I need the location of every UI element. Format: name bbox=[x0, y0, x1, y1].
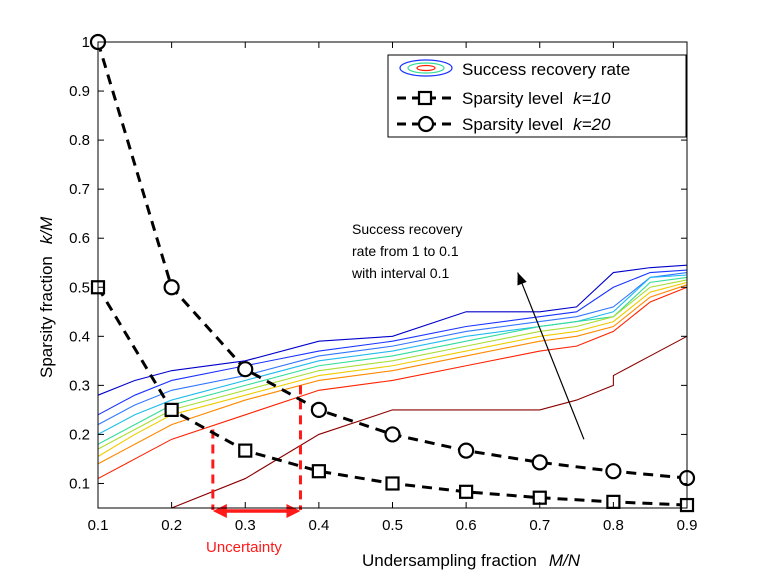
data-point-k20 bbox=[310, 401, 327, 418]
data-point-k10 bbox=[532, 490, 547, 505]
x-tick-label: 0.4 bbox=[308, 517, 329, 534]
y-tick-label: 0.4 bbox=[69, 328, 90, 345]
data-point-k20 bbox=[237, 361, 254, 378]
data-point-k10 bbox=[164, 402, 179, 417]
legend-contour-ring-mid bbox=[407, 62, 445, 74]
y-axis-label: Sparsity fraction k/M bbox=[37, 216, 56, 378]
axes: 0.1 0.2 0.3 0.4 0.5 0.6 0.7 0.8 0.9 0.1 0.2 0.3 0.4 0… bbox=[69, 34, 697, 534]
y-tick-label: 0.8 bbox=[69, 132, 90, 149]
y-tick-label: 0.9 bbox=[69, 83, 90, 100]
legend-contour-ring-inner bbox=[416, 64, 436, 72]
legend-entry-k20-var: k=20 bbox=[573, 115, 611, 134]
legend-entry-k10-var: k=10 bbox=[573, 89, 611, 108]
contour-line-0.4 bbox=[97, 274, 688, 435]
data-point-k20 bbox=[458, 442, 475, 459]
legend-marker-circle bbox=[417, 115, 435, 133]
x-axis-label-var: M/N bbox=[549, 551, 581, 570]
x-tick-label: 0.8 bbox=[603, 517, 624, 534]
uncertainty-label: Uncertainty bbox=[206, 539, 282, 556]
x-tick-label: 0.3 bbox=[235, 517, 256, 534]
data-point-k20 bbox=[163, 279, 180, 296]
annotation-arrow bbox=[517, 272, 585, 440]
legend-entry-k10-label: Sparsity level bbox=[462, 89, 563, 108]
data-point-k20 bbox=[605, 463, 622, 480]
y-tick-label: 0.5 bbox=[69, 279, 90, 296]
legend-entry-k20: Sparsity level k=20 bbox=[462, 115, 611, 134]
x-axis-label-text: Undersampling fraction bbox=[362, 551, 537, 570]
legend: Success recovery rate Sparsity level k=10… bbox=[387, 54, 687, 138]
data-point-k10 bbox=[459, 484, 474, 499]
data-point-k20 bbox=[531, 454, 548, 471]
y-tick-label: 0.3 bbox=[69, 377, 90, 394]
contour-line-0.8 bbox=[97, 284, 688, 465]
y-tick-label: 0.2 bbox=[69, 426, 90, 443]
annotation-arrow-shaft bbox=[517, 272, 585, 440]
x-tick-label: 0.7 bbox=[529, 517, 550, 534]
data-point-k10 bbox=[385, 476, 400, 491]
legend-entry-k20-label: Sparsity level bbox=[462, 115, 563, 134]
contour-line-0.9 bbox=[97, 286, 688, 480]
legend-entry-k10: Sparsity level k=10 bbox=[462, 89, 611, 108]
legend-marker-square bbox=[417, 90, 433, 106]
contour-line-0.1 bbox=[97, 264, 688, 396]
contour-line-outer bbox=[171, 335, 688, 509]
y-tick-label: 0.7 bbox=[69, 181, 90, 198]
contour-line-0.2 bbox=[97, 269, 688, 416]
x-tick-label: 0.5 bbox=[382, 517, 403, 534]
y-axis-label-var: k/M bbox=[37, 216, 56, 244]
contour-line-0.7 bbox=[97, 281, 688, 457]
data-point-k20 bbox=[384, 426, 401, 443]
x-tick-label: 0.6 bbox=[456, 517, 477, 534]
y-tick-label: 0.6 bbox=[69, 230, 90, 247]
contour-line-0.3 bbox=[97, 272, 688, 426]
annotation-arrowhead bbox=[517, 272, 527, 286]
y-axis-label-text: Sparsity fraction bbox=[37, 256, 56, 378]
x-tick-label: 0.2 bbox=[161, 517, 182, 534]
annotation-line-2: rate from 1 to 0.1 bbox=[352, 243, 459, 259]
annotation-line-3: with interval 0.1 bbox=[351, 265, 449, 281]
annotation-line-1: Success recovery bbox=[352, 221, 462, 237]
legend-box bbox=[387, 54, 687, 138]
x-tick-label: 0.1 bbox=[88, 517, 109, 534]
legend-contour-swatch bbox=[399, 59, 453, 77]
legend-contour-ring-outer bbox=[399, 59, 453, 77]
y-tick-label: 0.1 bbox=[69, 475, 90, 492]
x-tick-label: 0.9 bbox=[677, 517, 698, 534]
data-point-k10 bbox=[238, 443, 253, 458]
data-point-k10 bbox=[311, 464, 326, 479]
y-tick-label: 1 bbox=[82, 34, 90, 51]
contour-annotation: Success recovery rate from 1 to 0.1 with… bbox=[351, 221, 462, 281]
x-axis-label: Undersampling fraction M/N bbox=[362, 551, 581, 570]
legend-entry-contour: Success recovery rate bbox=[462, 60, 630, 79]
